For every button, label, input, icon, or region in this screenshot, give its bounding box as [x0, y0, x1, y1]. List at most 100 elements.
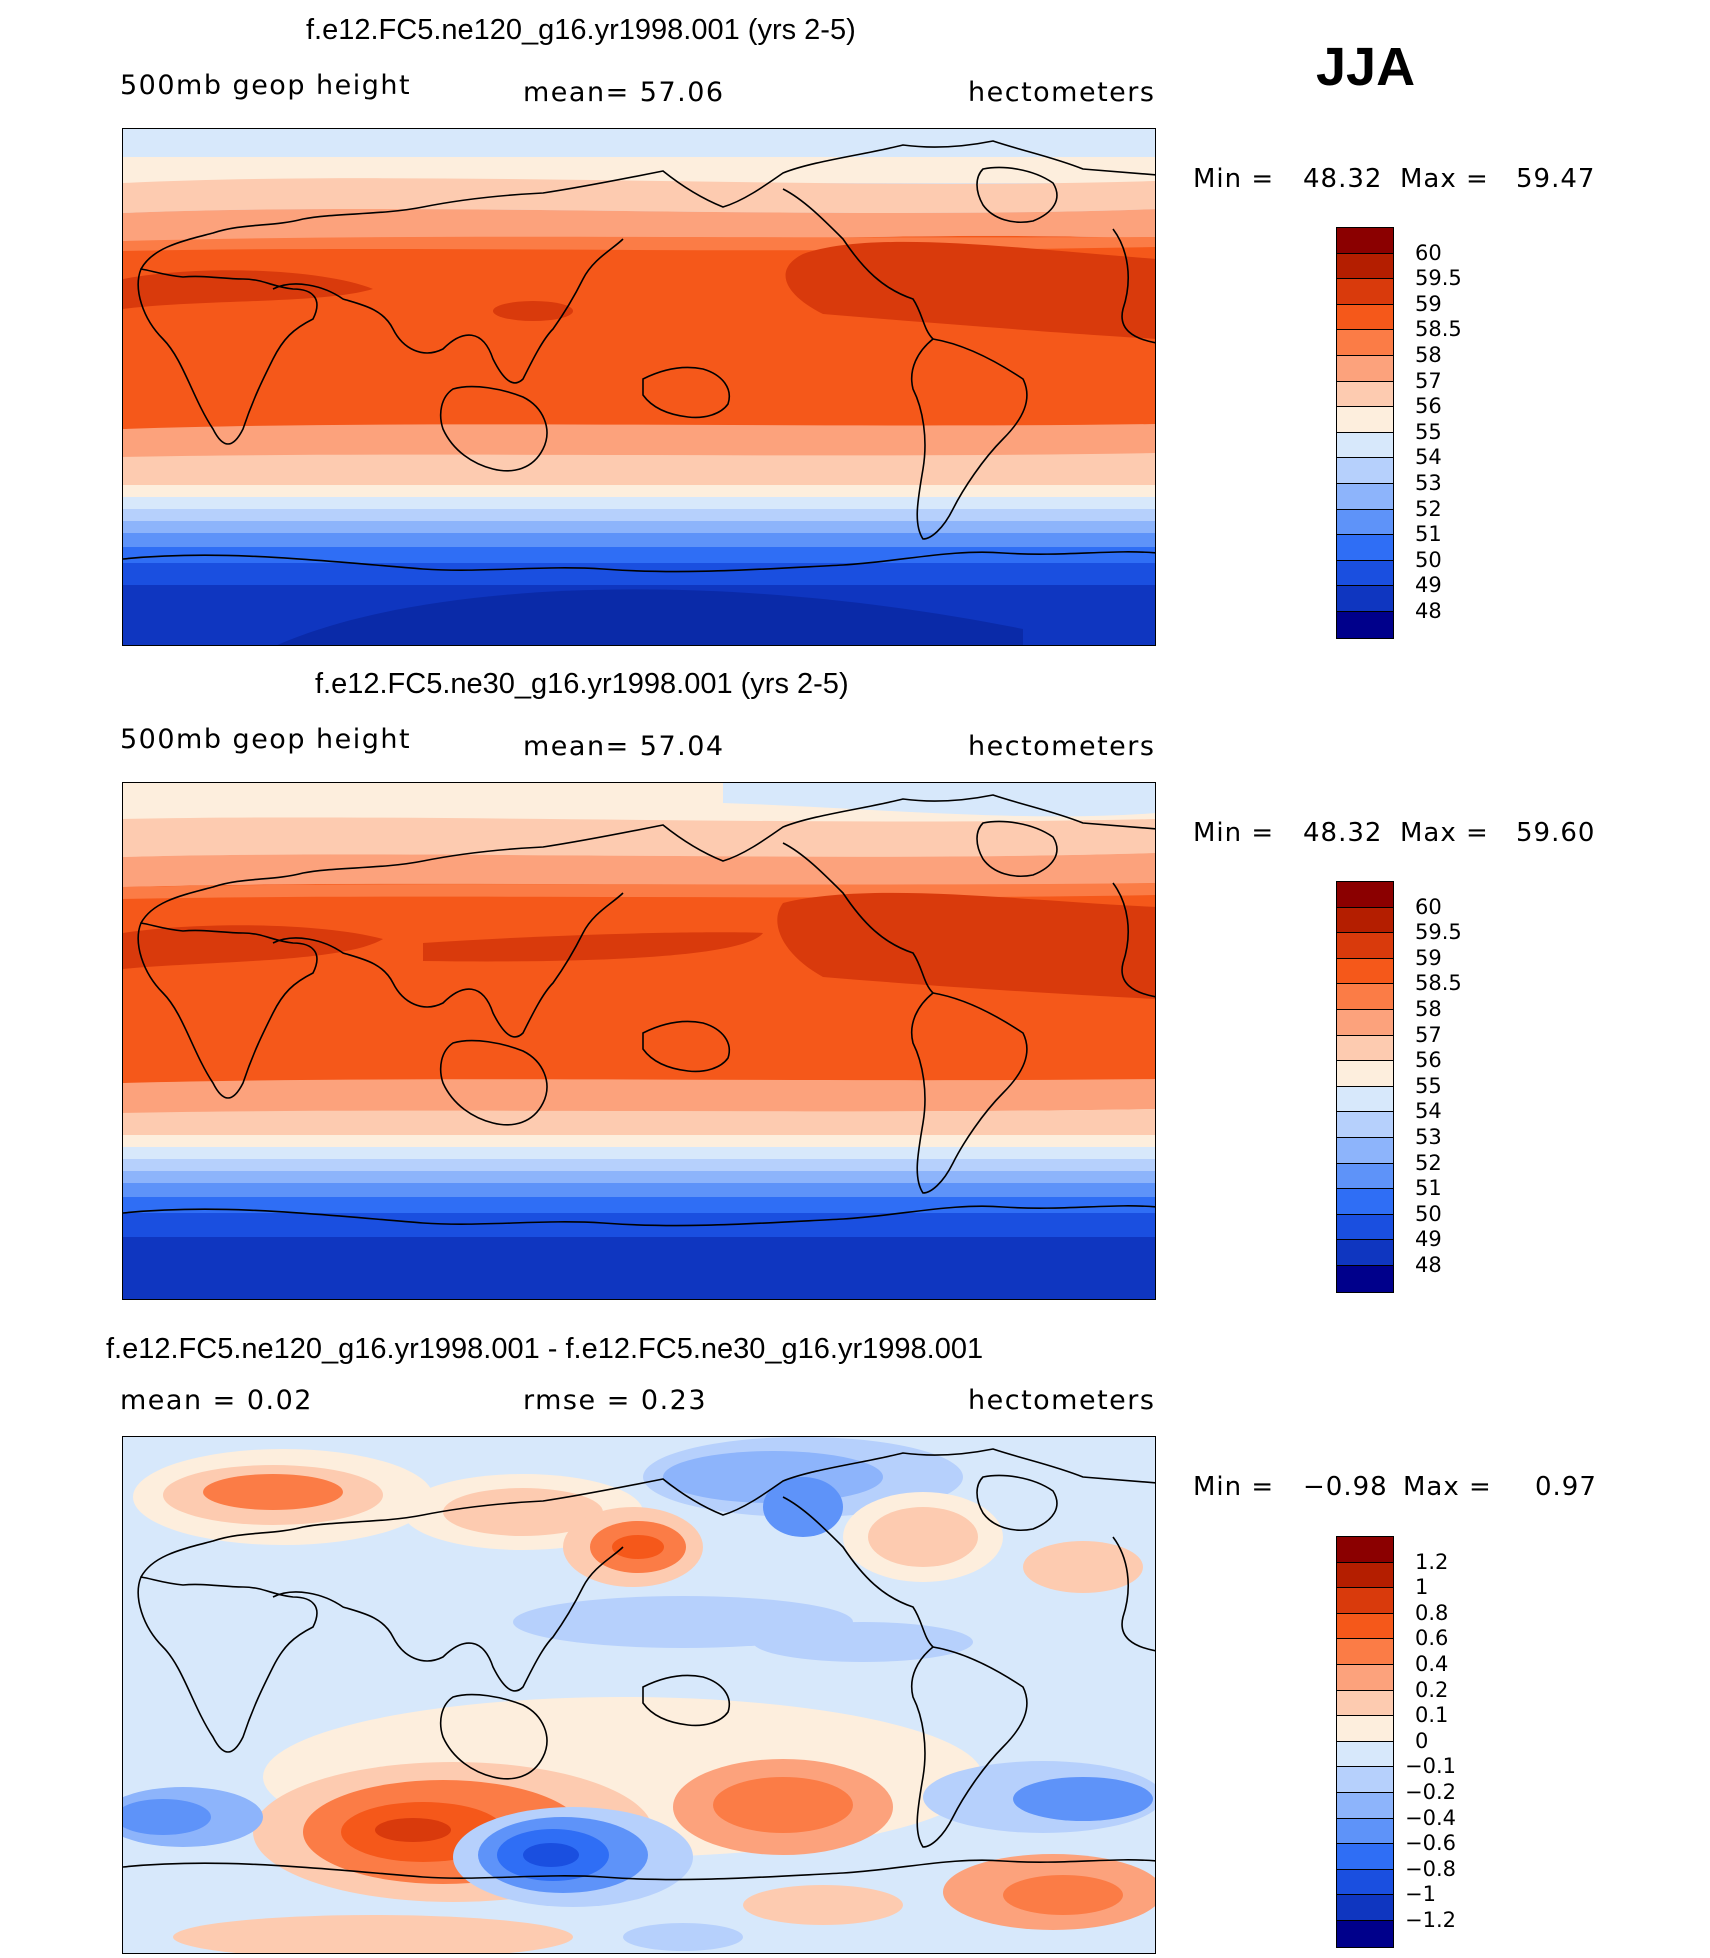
panel-2-map [122, 782, 1156, 1300]
band [123, 563, 1155, 585]
panel-3-min-label: Min = [1193, 1472, 1275, 1502]
colorbar-swatch [1337, 1214, 1393, 1241]
anomaly [743, 1885, 903, 1925]
colorbar-swatch [1337, 1792, 1393, 1819]
panel-1-max-value: 59.47 [1516, 164, 1596, 194]
band [123, 521, 1155, 533]
panel-3-title: f.e12.FC5.ne120_g16.yr1998.001 - f.e12.F… [106, 1333, 984, 1365]
colorbar-swatch [1337, 1741, 1393, 1768]
panel-2-min-value: 48.32 [1303, 818, 1383, 848]
colorbar-tick-label: 0.1 [1415, 1703, 1449, 1728]
colorbar-swatch [1337, 1664, 1393, 1691]
band [123, 424, 1155, 459]
colorbar-swatch [1337, 1869, 1393, 1896]
panel-1-colorbar [1336, 227, 1394, 639]
colorbar-swatch [1337, 355, 1393, 382]
panel-1-mean-label: mean= 57.06 [523, 77, 725, 108]
anomaly [173, 1915, 573, 1953]
colorbar-swatch [1337, 1818, 1393, 1845]
colorbar-swatch [1337, 586, 1393, 612]
colorbar-tick-label: 52 [1415, 496, 1442, 521]
colorbar-tick-label: 58 [1415, 997, 1442, 1021]
colorbar-tick-label: 57 [1415, 1022, 1442, 1047]
colorbar-tick-label: −1.2 [1405, 1908, 1456, 1932]
colorbar-swatch [1337, 1163, 1393, 1190]
band [123, 1147, 1155, 1159]
colorbar-swatch [1337, 1086, 1393, 1113]
high-core [493, 301, 573, 321]
panel-2-units-label: hectometers [968, 731, 1156, 762]
band [123, 533, 1155, 547]
band [123, 1109, 1155, 1135]
band [123, 1079, 1155, 1115]
band [123, 1159, 1155, 1171]
colorbar-swatch [1337, 611, 1393, 638]
colorbar-swatch [1337, 560, 1393, 587]
high-core [123, 925, 383, 969]
anomaly [1003, 1875, 1123, 1915]
colorbar-swatch [1337, 253, 1393, 280]
colorbar-tick-label: 59 [1415, 291, 1442, 316]
panel-2-min-label: Min = [1193, 818, 1275, 848]
colorbar-swatch [1337, 1240, 1393, 1266]
colorbar-tick-label: 54 [1415, 445, 1442, 470]
panel-3-map [122, 1436, 1156, 1954]
colorbar-tick-label: 56 [1415, 394, 1442, 419]
colorbar-swatch [1337, 1137, 1393, 1164]
colorbar-swatch [1337, 432, 1393, 459]
colorbar-tick-label: 57 [1415, 368, 1442, 393]
band [123, 509, 1155, 521]
colorbar-swatch [1337, 535, 1393, 561]
colorbar-swatch [1337, 1009, 1393, 1036]
colorbar-swatch [1337, 1639, 1393, 1665]
panel-1-max-label: Max = [1400, 164, 1489, 194]
panel-3-colorbar [1336, 1536, 1394, 1948]
band [123, 1171, 1155, 1183]
colorbar-swatch [1337, 1588, 1393, 1614]
colorbar-swatch [1337, 882, 1393, 908]
panel-2-variable-label: 500mb geop height [120, 724, 412, 755]
anomaly [713, 1777, 853, 1833]
colorbar-swatch [1337, 381, 1393, 408]
panel-3-max-value: 0.97 [1535, 1472, 1597, 1502]
colorbar-swatch [1337, 1035, 1393, 1062]
anomaly [523, 1843, 579, 1867]
anomaly [753, 1622, 973, 1662]
colorbar-tick-label: 0.8 [1415, 1600, 1449, 1625]
panel-2-mean-label: mean= 57.04 [523, 731, 725, 762]
colorbar-tick-label: 53 [1415, 1125, 1442, 1149]
coastlines [123, 140, 1155, 573]
colorbar-tick-label: 1 [1415, 1575, 1429, 1600]
anomaly [123, 1799, 211, 1835]
panel-3-mean-label: mean = 0.02 [120, 1385, 313, 1416]
panel-2-max-value: 59.60 [1516, 818, 1596, 848]
colorbar-swatch [1337, 1112, 1393, 1138]
colorbar-tick-label: 56 [1415, 1048, 1442, 1073]
colorbar-tick-label: 0 [1415, 1728, 1429, 1753]
colorbar-swatch [1337, 330, 1393, 356]
band [123, 1197, 1155, 1213]
colorbar-swatch [1337, 933, 1393, 959]
season-label: JJA [1316, 37, 1416, 97]
colorbar-tick-label: 51 [1415, 522, 1442, 547]
colorbar-swatch [1337, 1844, 1393, 1870]
colorbar-tick-label: 59.5 [1415, 266, 1462, 291]
colorbar-tick-label: −0.6 [1405, 1831, 1456, 1856]
panel-1-min-value: 48.32 [1303, 164, 1383, 194]
anomaly [375, 1818, 451, 1842]
colorbar-swatch [1337, 228, 1393, 254]
colorbar-swatch [1337, 1716, 1393, 1742]
colorbar-swatch [1337, 1061, 1393, 1087]
anomaly [868, 1507, 978, 1567]
panel-1-title: f.e12.FC5.ne120_g16.yr1998.001 (yrs 2-5) [306, 14, 856, 46]
colorbar-swatch [1337, 1613, 1393, 1640]
coastlines [123, 794, 1155, 1227]
colorbar-swatch [1337, 1920, 1393, 1947]
band [123, 485, 1155, 497]
colorbar-swatch [1337, 407, 1393, 433]
colorbar-tick-label: 54 [1415, 1099, 1442, 1124]
band [123, 453, 1155, 485]
colorbar-swatch [1337, 958, 1393, 985]
band [123, 497, 1155, 509]
colorbar-swatch [1337, 1265, 1393, 1292]
